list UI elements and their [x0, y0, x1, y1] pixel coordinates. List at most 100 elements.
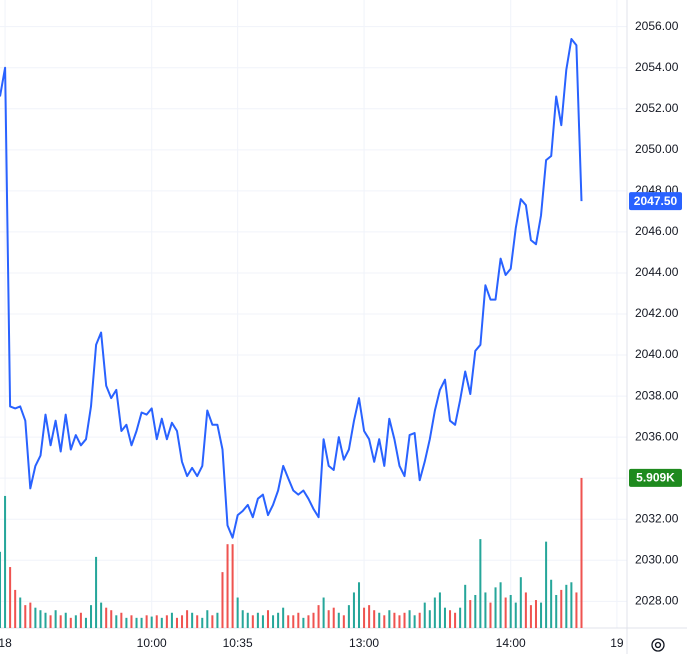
volume-bar	[408, 610, 411, 628]
volume-bar	[261, 615, 264, 628]
x-tick-label: 10:35	[223, 636, 253, 650]
volume-bar	[29, 602, 32, 628]
x-tick-label: 19	[610, 636, 624, 650]
y-tick-label: 2032.00	[635, 511, 679, 525]
y-tick-label: 2044.00	[635, 265, 679, 279]
volume-bar	[0, 551, 2, 628]
volume-bar	[565, 584, 568, 628]
volume-bar	[266, 610, 270, 628]
volume-bar	[317, 605, 320, 628]
y-tick-label: 2056.00	[635, 19, 679, 33]
volume-bar	[352, 592, 355, 628]
x-tick-label: 13:00	[349, 636, 379, 650]
volume-bar	[297, 612, 300, 628]
y-tick-label: 2030.00	[635, 552, 679, 566]
volume-bar	[534, 600, 537, 628]
volume-bar	[312, 612, 315, 628]
volume-bar	[191, 612, 194, 628]
volume-bar	[74, 615, 77, 628]
volume-bar	[307, 615, 310, 628]
volume-bar	[433, 597, 436, 628]
volume-bar	[125, 617, 128, 628]
volume-bar	[216, 612, 219, 628]
volume-bar	[110, 610, 113, 628]
y-tick-label: 2036.00	[635, 429, 679, 443]
y-tick-label: 2050.00	[635, 142, 679, 156]
volume-bar	[115, 615, 118, 628]
volume-bar	[423, 602, 426, 628]
volume-bar	[438, 592, 441, 628]
volume-bar	[206, 610, 209, 628]
volume-bar	[580, 477, 583, 628]
volume-bar	[221, 572, 224, 628]
volume-bar	[54, 610, 57, 628]
x-tick-label: 10:00	[137, 636, 167, 650]
volume-bar	[69, 617, 72, 628]
volume-bar	[44, 612, 47, 628]
volume-bar	[186, 610, 189, 628]
last-price-label-box	[629, 192, 682, 211]
volume-bar	[509, 594, 512, 628]
volume-bar	[327, 610, 330, 628]
volume-bar	[428, 610, 431, 628]
volume-bar	[529, 605, 532, 628]
volume-bar	[347, 605, 350, 628]
volume-label: 5.909K	[636, 471, 675, 485]
volume-bar	[499, 582, 502, 628]
volume-bar	[398, 615, 401, 628]
volume-bar	[540, 602, 543, 628]
volume-bar	[256, 612, 259, 628]
volume-bar	[292, 615, 295, 628]
last-price-label: 2047.50	[634, 194, 678, 208]
volume-bar	[418, 612, 421, 628]
y-tick-label: 2042.00	[635, 306, 679, 320]
x-tick-label: 18	[0, 636, 12, 650]
settings-icon[interactable]	[651, 638, 665, 652]
volume-bar	[504, 597, 507, 628]
y-tick-label: 2054.00	[635, 60, 679, 74]
volume-bar	[160, 617, 163, 628]
volume-bar	[443, 607, 446, 628]
volume-bar	[454, 612, 457, 628]
volume-bar	[357, 582, 361, 628]
volume-bar	[363, 607, 366, 628]
volume-bar	[201, 617, 204, 628]
volume-bar	[378, 612, 381, 628]
volume-bar	[555, 594, 558, 628]
y-tick-label: 2052.00	[635, 101, 679, 115]
price-line	[0, 38, 583, 539]
volume-bar	[388, 610, 391, 628]
volume-bar	[4, 495, 7, 628]
volume-bar	[140, 617, 143, 628]
volume-bar	[100, 602, 103, 628]
volume-bar	[413, 615, 416, 628]
volume-bar	[64, 612, 67, 628]
volume-bar	[211, 615, 214, 628]
volume-bar	[241, 610, 244, 628]
volume-bar	[95, 556, 98, 628]
y-tick-label: 2040.00	[635, 347, 679, 361]
volume-label-box	[629, 468, 682, 487]
y-tick-label: 2046.00	[635, 224, 679, 238]
volume-bar	[14, 589, 17, 628]
volume-bar	[383, 615, 386, 628]
volume-bar	[287, 615, 290, 628]
volume-bar	[373, 610, 376, 628]
volume-bar	[120, 612, 123, 628]
volume-bar	[484, 592, 487, 628]
volume-bar	[19, 597, 22, 628]
volume-bar	[570, 582, 573, 628]
volume-bar	[545, 541, 548, 628]
y-tick-label: 2038.00	[635, 388, 679, 402]
volume-bar	[49, 615, 52, 628]
volume-bar	[246, 612, 249, 628]
volume-bar	[150, 616, 153, 628]
volume-bar	[474, 594, 477, 628]
volume-bar	[403, 612, 406, 628]
volume-bar	[469, 600, 472, 628]
volume-bar	[277, 612, 280, 628]
volume-bar	[181, 615, 184, 628]
volume-bar	[322, 597, 325, 628]
volume-bar	[84, 617, 87, 628]
volume-bar	[170, 612, 173, 628]
